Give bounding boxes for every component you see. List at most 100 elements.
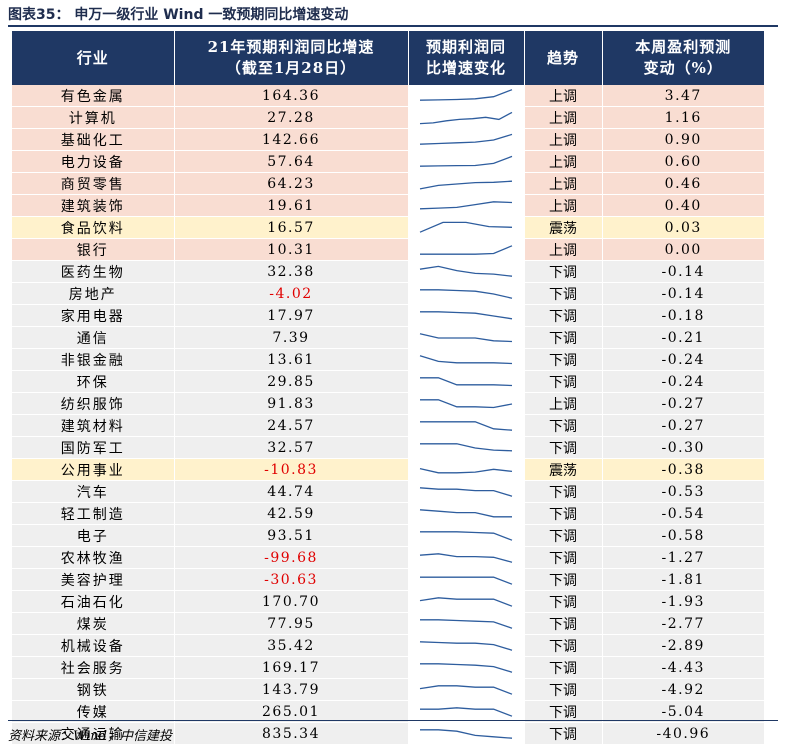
growth-cell: 77.95 bbox=[174, 612, 409, 635]
trend-cell: 下调 bbox=[524, 370, 603, 393]
industry-forecast-table: 行业 21年预期利润同比增速 （截至1月28日） 预期利润同 比增速变化 趋势 本周… bbox=[12, 31, 764, 745]
growth-cell: 835.34 bbox=[174, 722, 409, 745]
sparkline-path bbox=[420, 576, 513, 585]
sparkline-path bbox=[419, 133, 513, 145]
change-cell: -4.92 bbox=[602, 678, 764, 701]
sparkline bbox=[419, 265, 513, 277]
sparkline bbox=[420, 420, 513, 431]
trend-cell: 下调 bbox=[524, 678, 603, 701]
industry-cell: 电力设备 bbox=[12, 150, 175, 173]
trend-cell: 下调 bbox=[524, 480, 603, 503]
sparkline bbox=[420, 576, 513, 585]
table-row: 银行 10.31 上调 0.00 bbox=[12, 238, 764, 261]
sparkline-cell bbox=[408, 348, 525, 371]
figure-title: 图表35： 申万一级行业 Wind 一致预期同比增速变动 bbox=[8, 7, 349, 23]
table-row: 交通运输 835.34 下调 -40.96 bbox=[12, 722, 764, 745]
source-note: 资料来源：Wind，中信建投 bbox=[8, 729, 172, 744]
sparkline-path bbox=[419, 596, 513, 607]
growth-cell: 19.61 bbox=[174, 194, 409, 217]
change-cell: 0.90 bbox=[602, 128, 764, 151]
change-cell: 0.03 bbox=[602, 216, 764, 239]
sparkline-cell bbox=[408, 194, 525, 217]
growth-cell: 16.57 bbox=[174, 216, 409, 239]
industry-cell: 计算机 bbox=[12, 106, 175, 129]
table-row: 煤炭 77.95 下调 -2.77 bbox=[12, 612, 764, 635]
sparkline-path bbox=[419, 155, 513, 167]
sparkline-path bbox=[419, 508, 512, 517]
industry-cell: 电子 bbox=[12, 524, 175, 547]
growth-cell: -10.83 bbox=[174, 458, 409, 481]
table-row: 电力设备 57.64 上调 0.60 bbox=[12, 150, 764, 173]
change-cell: -0.21 bbox=[602, 326, 764, 349]
growth-cell: 32.57 bbox=[174, 436, 409, 459]
change-cell: -0.24 bbox=[602, 370, 764, 393]
sparkline-path bbox=[420, 310, 513, 319]
trend-cell: 下调 bbox=[524, 546, 603, 569]
table-row: 电子 93.51 下调 -0.58 bbox=[12, 524, 764, 547]
sparkline-cell bbox=[408, 656, 525, 679]
trend-cell: 下调 bbox=[524, 348, 603, 371]
trend-cell: 上调 bbox=[524, 194, 603, 217]
industry-cell: 建筑材料 bbox=[12, 414, 175, 437]
source-divider bbox=[8, 720, 778, 721]
sparkline-cell bbox=[408, 238, 525, 261]
change-cell: -1.81 bbox=[602, 568, 764, 591]
sparkline-cell bbox=[408, 436, 525, 459]
table-row: 社会服务 169.17 下调 -4.43 bbox=[12, 656, 764, 679]
growth-cell: 42.59 bbox=[174, 502, 409, 525]
sparkline-path bbox=[419, 180, 513, 190]
trend-cell: 上调 bbox=[524, 150, 603, 173]
change-cell: -2.89 bbox=[602, 634, 764, 657]
sparkline-cell bbox=[408, 282, 525, 305]
table-row: 食品饮料 16.57 震荡 0.03 bbox=[12, 216, 764, 239]
sparkline-path bbox=[420, 244, 513, 255]
sparkline-path bbox=[420, 420, 513, 431]
table-row: 商贸零售 64.23 上调 0.46 bbox=[12, 172, 764, 195]
sparkline-cell bbox=[408, 590, 525, 613]
sparkline-cell bbox=[408, 524, 525, 547]
growth-cell: 13.61 bbox=[174, 348, 409, 371]
sparkline bbox=[419, 133, 513, 145]
table-row: 石油石化 170.70 下调 -1.93 bbox=[12, 590, 764, 613]
sparkline-path bbox=[420, 530, 513, 541]
sparkline bbox=[419, 508, 512, 517]
change-cell: -1.93 bbox=[602, 590, 764, 613]
sparkline bbox=[419, 552, 513, 563]
industry-cell: 煤炭 bbox=[12, 612, 175, 635]
growth-cell: 164.36 bbox=[174, 85, 409, 107]
trend-cell: 下调 bbox=[524, 634, 603, 657]
change-cell: -0.30 bbox=[602, 436, 764, 459]
sparkline bbox=[419, 354, 513, 364]
trend-cell: 下调 bbox=[524, 656, 603, 679]
sparkline-cell bbox=[408, 106, 525, 129]
industry-cell: 建筑装饰 bbox=[12, 194, 175, 217]
header-sparkline: 预期利润同 比增速变化 bbox=[408, 31, 525, 85]
trend-cell: 震荡 bbox=[524, 458, 603, 481]
sparkline-cell bbox=[408, 172, 525, 195]
header-change: 本周盈利预测 变动（%） bbox=[602, 31, 764, 85]
table-row: 国防军工 32.57 下调 -0.30 bbox=[12, 436, 764, 459]
sparkline-cell bbox=[408, 678, 525, 701]
industry-cell: 环保 bbox=[12, 370, 175, 393]
sparkline-cell bbox=[408, 85, 525, 107]
sparkline-path bbox=[419, 552, 513, 563]
table-row: 家用电器 17.97 下调 -0.18 bbox=[12, 304, 764, 327]
change-cell: 0.60 bbox=[602, 150, 764, 173]
change-cell: -0.54 bbox=[602, 502, 764, 525]
growth-cell: 91.83 bbox=[174, 392, 409, 415]
title-divider bbox=[8, 25, 778, 27]
sparkline-path bbox=[420, 728, 513, 739]
sparkline-path bbox=[420, 398, 513, 408]
change-cell: -0.18 bbox=[602, 304, 764, 327]
trend-cell: 上调 bbox=[524, 172, 603, 195]
sparkline bbox=[420, 288, 513, 299]
table-row: 公用事业 -10.83 震荡 -0.38 bbox=[12, 458, 764, 481]
industry-cell: 纺织服饰 bbox=[12, 392, 175, 415]
table-row: 汽车 44.74 下调 -0.53 bbox=[12, 480, 764, 503]
sparkline bbox=[420, 618, 513, 629]
table-row: 农林牧渔 -99.68 下调 -1.27 bbox=[12, 546, 764, 569]
table-row: 纺织服饰 91.83 上调 -0.27 bbox=[12, 392, 764, 415]
table-row: 医药生物 32.38 下调 -0.14 bbox=[12, 260, 764, 283]
growth-cell: 35.42 bbox=[174, 634, 409, 657]
sparkline bbox=[419, 111, 513, 124]
